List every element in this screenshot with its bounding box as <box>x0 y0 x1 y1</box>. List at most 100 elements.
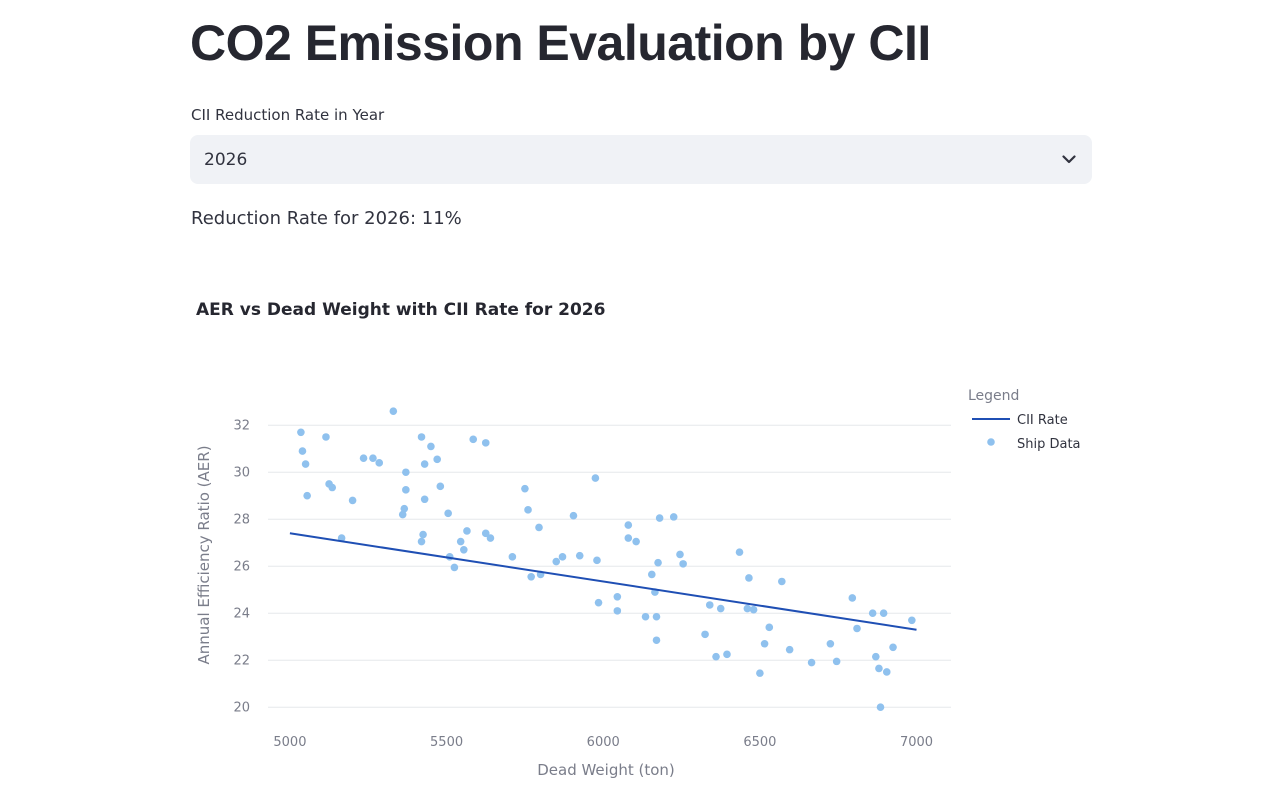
ship-data-point[interactable] <box>417 433 426 441</box>
ship-data-point[interactable] <box>575 551 584 560</box>
ship-data-point[interactable] <box>735 548 744 556</box>
ship-data-point[interactable] <box>463 527 471 535</box>
ship-data-point[interactable] <box>705 601 714 609</box>
ship-data-point[interactable] <box>436 482 445 491</box>
ship-data-point[interactable] <box>594 598 603 607</box>
ship-data-point[interactable] <box>521 484 529 493</box>
ship-data-point[interactable] <box>348 496 357 505</box>
ship-data-point[interactable] <box>876 703 885 712</box>
x-tick-label: 5000 <box>273 735 306 750</box>
ship-data-point[interactable] <box>427 442 435 451</box>
ship-data-point[interactable] <box>749 605 758 614</box>
ship-data-point[interactable] <box>652 636 661 645</box>
ship-data-point[interactable] <box>337 534 346 542</box>
cii-rate-line[interactable] <box>289 532 917 631</box>
y-tick-label: 28 <box>233 513 250 528</box>
ship-data-point[interactable] <box>701 630 709 639</box>
ship-data-point[interactable] <box>756 669 764 677</box>
ship-data-point[interactable] <box>359 454 368 462</box>
ship-data-point[interactable] <box>676 550 684 559</box>
ship-data-point[interactable] <box>624 534 633 542</box>
ship-data-point[interactable] <box>647 570 656 579</box>
ship-data-point[interactable] <box>613 592 622 601</box>
ship-data-point[interactable] <box>450 563 459 572</box>
chevron-down-icon <box>1060 151 1078 169</box>
ship-data-point[interactable] <box>402 486 410 494</box>
ship-data-point[interactable] <box>624 521 633 529</box>
ship-data-point[interactable] <box>868 609 877 618</box>
ship-data-point[interactable] <box>389 407 398 415</box>
ship-data-point[interactable] <box>882 668 891 676</box>
ship-data-point[interactable] <box>481 439 490 447</box>
ship-data-point[interactable] <box>669 513 678 521</box>
ship-data-point[interactable] <box>375 459 384 467</box>
legend-item-cii-rate[interactable]: CII Rate <box>1017 413 1068 428</box>
ship-data-point[interactable] <box>716 604 725 613</box>
ship-data-point[interactable] <box>402 468 410 477</box>
ship-data-point[interactable] <box>712 652 720 661</box>
ship-data-point[interactable] <box>654 558 662 567</box>
ship-data-point[interactable] <box>508 553 517 561</box>
ship-data-point[interactable] <box>652 612 661 621</box>
ship-data-point[interactable] <box>460 545 468 554</box>
ship-data-point[interactable] <box>872 652 880 661</box>
ship-data-point[interactable] <box>723 650 731 659</box>
ship-data-point[interactable] <box>591 474 600 482</box>
ship-data-point[interactable] <box>908 616 916 625</box>
ship-data-point[interactable] <box>889 643 897 652</box>
legend-item-ship-data[interactable]: Ship Data <box>1017 437 1081 452</box>
ship-data-point[interactable] <box>760 639 769 648</box>
ship-data-point[interactable] <box>745 574 753 582</box>
ship-data-point[interactable] <box>400 504 409 513</box>
ship-data-point[interactable] <box>420 460 429 468</box>
ship-data-point[interactable] <box>848 594 857 602</box>
ship-data-point[interactable] <box>807 658 816 667</box>
ship-data-point[interactable] <box>328 483 337 492</box>
ship-data-point[interactable] <box>398 510 407 519</box>
ship-data-point[interactable] <box>765 623 774 632</box>
ship-data-point[interactable] <box>301 460 310 468</box>
year-select[interactable]: 2026 <box>190 135 1092 184</box>
ship-data-point[interactable] <box>558 553 567 561</box>
ship-data-point[interactable] <box>469 435 478 444</box>
ship-data-point[interactable] <box>655 514 664 522</box>
chart-title: AER vs Dead Weight with CII Rate for 202… <box>196 300 606 320</box>
y-tick-label: 32 <box>233 419 250 434</box>
chart-legend[interactable]: Legend CII Rate Ship Data <box>968 388 1081 452</box>
ship-data-point[interactable] <box>456 537 465 546</box>
ship-data-point[interactable] <box>785 645 794 654</box>
ship-data-point[interactable] <box>444 509 452 518</box>
ship-data-point[interactable] <box>433 455 441 464</box>
ship-data-point[interactable] <box>743 604 752 613</box>
scatter-chart: 20 22 24 26 28 30 32 5000 5500 6000 6500 7000 Annu… <box>195 388 1081 779</box>
x-tick-label: 6500 <box>743 735 776 750</box>
ship-data-point[interactable] <box>420 495 429 504</box>
ship-data-point[interactable] <box>778 577 786 586</box>
ship-data-point[interactable] <box>417 537 426 546</box>
ship-data-point[interactable] <box>593 556 601 565</box>
ship-data-point[interactable] <box>875 664 883 673</box>
ship-data-point[interactable] <box>879 609 888 618</box>
ship-data-point[interactable] <box>552 557 561 566</box>
legend-title: Legend <box>968 388 1019 404</box>
ship-data-point[interactable] <box>322 433 330 441</box>
ship-data-point[interactable] <box>632 537 640 546</box>
ship-data-point[interactable] <box>297 428 305 437</box>
ship-data-point[interactable] <box>303 491 311 500</box>
ship-data-point[interactable] <box>853 624 861 633</box>
ship-data-point[interactable] <box>832 657 841 666</box>
ship-data-point[interactable] <box>527 572 535 581</box>
ship-data-point[interactable] <box>535 523 543 532</box>
ship-data-point[interactable] <box>481 529 490 538</box>
x-axis-label: Dead Weight (ton) <box>537 761 675 779</box>
ship-data-point[interactable] <box>569 511 578 520</box>
ship-data-point[interactable] <box>826 639 835 648</box>
ship-data-point[interactable] <box>369 454 377 462</box>
ship-data-point[interactable] <box>641 612 650 621</box>
ship-data-point[interactable] <box>298 447 307 455</box>
ship-data-point[interactable] <box>486 534 495 542</box>
ship-data-point[interactable] <box>679 560 687 568</box>
ship-data-point[interactable] <box>613 607 622 615</box>
ship-data-point[interactable] <box>419 530 427 539</box>
ship-data-point[interactable] <box>524 506 532 514</box>
